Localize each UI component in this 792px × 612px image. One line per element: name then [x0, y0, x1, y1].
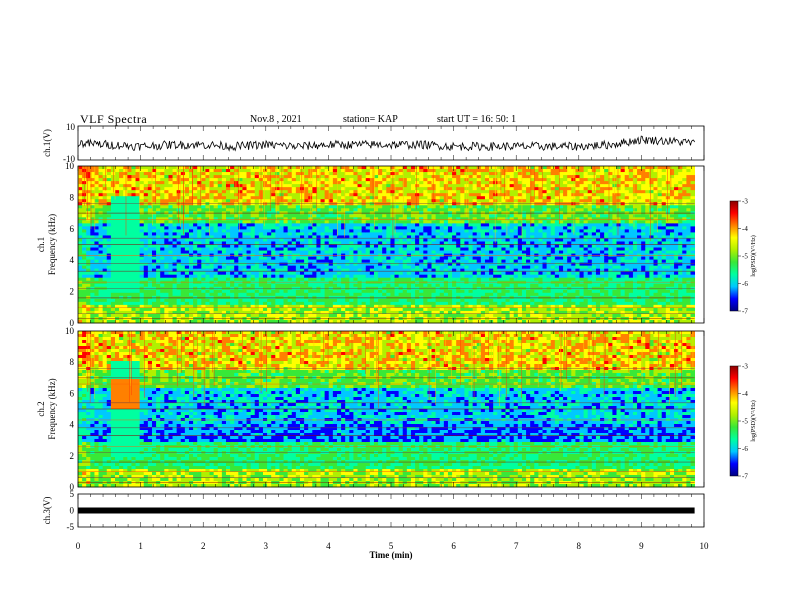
spectrogram-ytick-label: 4: [70, 420, 75, 430]
xtick-label: 8: [577, 541, 582, 551]
ch2-spectrogram: [78, 331, 696, 488]
xtick-label: 1: [138, 541, 143, 551]
ch1-spectrogram: [78, 166, 696, 324]
colorbar-tick-label: -3: [742, 363, 748, 371]
start-time-label: start UT = 16: 50: 1: [437, 114, 517, 125]
colorbar: [729, 200, 739, 312]
chart-title: VLF Spectra: [80, 112, 148, 126]
colorbar-tick-label: -7: [742, 473, 748, 481]
colorbar-tick-label: -4: [742, 225, 748, 233]
spectrogram-ylabel: Frequency (kHz): [47, 378, 57, 439]
colorbar-tick-label: -5: [742, 253, 748, 261]
date-label: Nov.8 , 2021: [250, 114, 302, 125]
spectrogram-ytick-label: 0: [70, 482, 75, 492]
ch1-ytick-label: 10: [66, 122, 76, 132]
colorbar-label: log(PSD)(V²/Hz): [750, 235, 757, 276]
xtick-label: 4: [326, 541, 331, 551]
ch3-waveform-line: [78, 507, 695, 514]
ch3-ylabel: ch.3(V): [42, 497, 52, 525]
xtick-label: 7: [514, 541, 519, 551]
colorbar-tick-label: -6: [742, 445, 748, 453]
station-label: station= KAP: [343, 114, 398, 125]
spectrogram-ytick-label: 6: [70, 388, 75, 398]
xtick-label: 9: [639, 541, 644, 551]
spectrogram-ytick-label: 2: [70, 287, 75, 297]
xtick-label: 6: [451, 541, 456, 551]
spectrogram-ytick-label: 8: [70, 357, 75, 367]
colorbar: [729, 365, 739, 477]
spectrogram-ytick-label: 6: [70, 224, 75, 234]
spectrogram-ytick-label: 0: [70, 318, 75, 328]
xtick-label: 3: [264, 541, 269, 551]
spectrogram-ylabel: Frequency (kHz): [47, 214, 57, 275]
ch1-ylabel: ch.1(V): [42, 129, 52, 157]
x-axis-label: Time (min): [369, 550, 412, 560]
colorbar-tick-label: -6: [742, 280, 748, 288]
xtick-label: 10: [700, 541, 710, 551]
spectrogram-ytick-label: 8: [70, 192, 75, 202]
ch1-ytick-label: -10: [63, 154, 75, 164]
xtick-label: 5: [389, 541, 394, 551]
colorbar-tick-label: -7: [742, 308, 748, 316]
colorbar-tick-label: -5: [742, 418, 748, 426]
panel-frame: [77, 125, 705, 161]
spectrogram-ytick-label: 10: [65, 161, 75, 171]
xtick-label: 2: [201, 541, 206, 551]
colorbar-label: log(PSD)(V²/Hz): [750, 400, 757, 441]
spectrogram-ytick-label: 10: [65, 326, 75, 336]
colorbar-tick-label: -4: [742, 390, 748, 398]
ch3-ytick-label: 5: [70, 489, 75, 499]
spectrogram-channel-label: ch.1: [36, 237, 46, 252]
ch3-ytick-label: 0: [70, 506, 75, 516]
xtick-label: 0: [76, 541, 81, 551]
spectrogram-channel-label: ch.2: [36, 401, 46, 416]
ch1-waveform-line: [77, 135, 695, 152]
spectrogram-ytick-label: 4: [70, 255, 75, 265]
spectrogram-ytick-label: 2: [70, 451, 75, 461]
ch3-ytick-label: -5: [67, 522, 75, 532]
colorbar-tick-label: -3: [742, 198, 748, 206]
